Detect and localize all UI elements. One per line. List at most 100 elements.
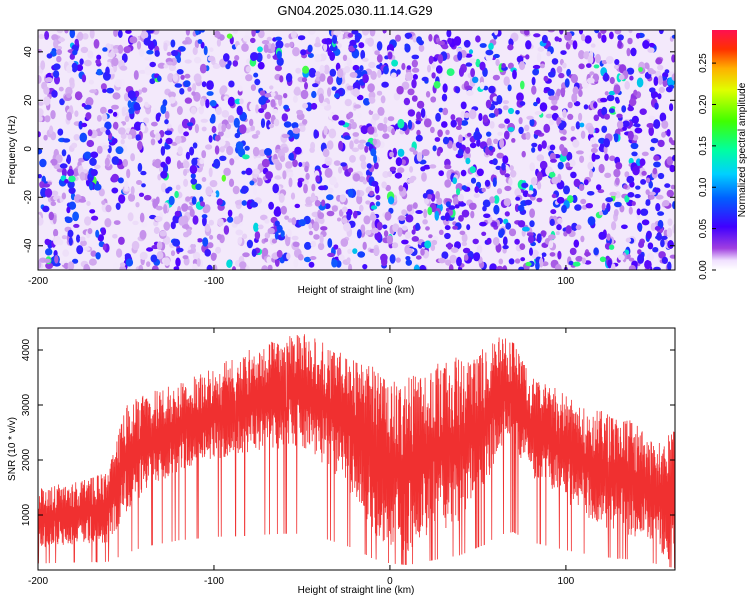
heatmap-cell: [650, 138, 659, 144]
heatmap-cell: [265, 171, 273, 180]
heatmap-cell: [65, 86, 73, 96]
heatmap-cell: [227, 96, 235, 107]
heatmap-cell: [365, 200, 371, 205]
heatmap-cell: [390, 72, 397, 79]
heatmap-cell: [638, 67, 643, 72]
heatmap-cell: [508, 38, 514, 46]
heatmap-cell: [223, 225, 230, 235]
heatmap-cell: [652, 91, 659, 98]
heatmap-cell: [616, 113, 623, 119]
heatmap-cell: [339, 194, 347, 203]
heatmap-cell: [187, 122, 194, 127]
heatmap-cell: [645, 189, 650, 196]
heatmap-cell: [551, 58, 559, 65]
heatmap-cell: [458, 215, 464, 222]
heatmap-cell: [671, 73, 675, 81]
heatmap-cell: [501, 63, 506, 69]
heatmap-cell: [599, 256, 607, 263]
heatmap-cell: [239, 98, 244, 105]
heatmap-cell: [66, 154, 72, 165]
heatmap-cell: [190, 173, 196, 179]
heatmap-cell: [329, 68, 337, 77]
heatmap-cell: [558, 72, 565, 79]
heatmap-cell: [238, 85, 243, 92]
heatmap-cell: [448, 264, 454, 270]
heatmap-cell: [520, 257, 526, 262]
heatmap-cell: [64, 179, 69, 184]
heatmap-cell: [435, 65, 443, 74]
heatmap-cell: [201, 214, 208, 219]
heatmap-cell: [122, 159, 128, 167]
heatmap-cell: [66, 111, 72, 121]
heatmap-cell: [323, 42, 328, 52]
heatmap-cell: [496, 265, 504, 270]
heatmap-cell: [144, 101, 149, 107]
heatmap-cell: [447, 242, 453, 250]
heatmap-cell: [66, 64, 73, 74]
heatmap-cell: [383, 116, 388, 124]
heatmap-cell: [476, 138, 481, 147]
heatmap-cell: [392, 223, 400, 232]
heatmap-cell: [202, 237, 209, 247]
heatmap-cell: [360, 125, 369, 135]
heatmap-cell: [590, 137, 597, 145]
heatmap-cell: [551, 176, 560, 185]
heatmap-cell: [219, 146, 225, 153]
heatmap-cell: [529, 220, 535, 228]
heatmap-cell: [495, 58, 500, 67]
heatmap-cell: [412, 60, 418, 67]
heatmap-cell: [249, 180, 255, 186]
heatmap-cell: [359, 65, 364, 72]
heatmap-cell: [252, 146, 260, 157]
heatmap-cell: [86, 201, 91, 206]
heatmap-cell: [57, 128, 64, 136]
heatmap-cell: [176, 55, 181, 64]
heatmap-cell: [194, 123, 199, 134]
heatmap-cell: [112, 234, 118, 239]
heatmap-cell: [38, 116, 43, 122]
heatmap-cell: [106, 87, 114, 94]
heatmap-cell: [584, 35, 592, 44]
heatmap-cell: [380, 253, 388, 262]
heatmap-cell: [590, 43, 596, 48]
heatmap-cell: [416, 152, 423, 162]
heatmap-cell: [343, 66, 351, 73]
heatmap-cell: [507, 44, 514, 51]
heatmap-cell: [250, 84, 256, 91]
heatmap-cell: [251, 30, 256, 37]
heatmap-cell: [269, 85, 274, 90]
heatmap-cell: [160, 161, 166, 168]
heatmap-cell: [139, 251, 148, 260]
heatmap-cell: [519, 101, 526, 106]
heatmap-cell: [354, 35, 361, 43]
heatmap-cell: [380, 95, 386, 104]
heatmap-cell: [66, 93, 72, 99]
heatmap-cell: [556, 224, 562, 231]
heatmap-cell: [549, 144, 556, 151]
heatmap-cell: [415, 222, 421, 231]
heatmap-cell: [117, 177, 124, 184]
heatmap-cell: [463, 254, 469, 261]
heatmap-cell: [113, 48, 119, 54]
heatmap-cell: [221, 110, 230, 118]
heatmap-cell: [232, 30, 238, 34]
heatmap-cell: [532, 64, 541, 70]
heatmap-cell: [504, 118, 510, 124]
heatmap-cell: [474, 186, 480, 193]
heatmap-cell: [549, 218, 555, 226]
heatmap-cell: [628, 206, 633, 215]
heatmap-cell: [279, 155, 286, 162]
heatmap-cell: [83, 246, 91, 251]
heatmap-cell: [375, 201, 381, 207]
heatmap-cell: [648, 180, 653, 189]
heatmap-cell: [541, 252, 547, 257]
heatmap-cell: [416, 100, 425, 109]
heatmap-cell: [613, 209, 619, 217]
heatmap-cell: [658, 251, 666, 259]
heatmap-cell: [655, 203, 661, 212]
heatmap-cell: [531, 147, 536, 153]
heatmap-cell: [87, 129, 93, 137]
heatmap-cell: [174, 83, 183, 88]
heatmap-cell: [123, 46, 132, 54]
heatmap-cell: [658, 30, 664, 35]
